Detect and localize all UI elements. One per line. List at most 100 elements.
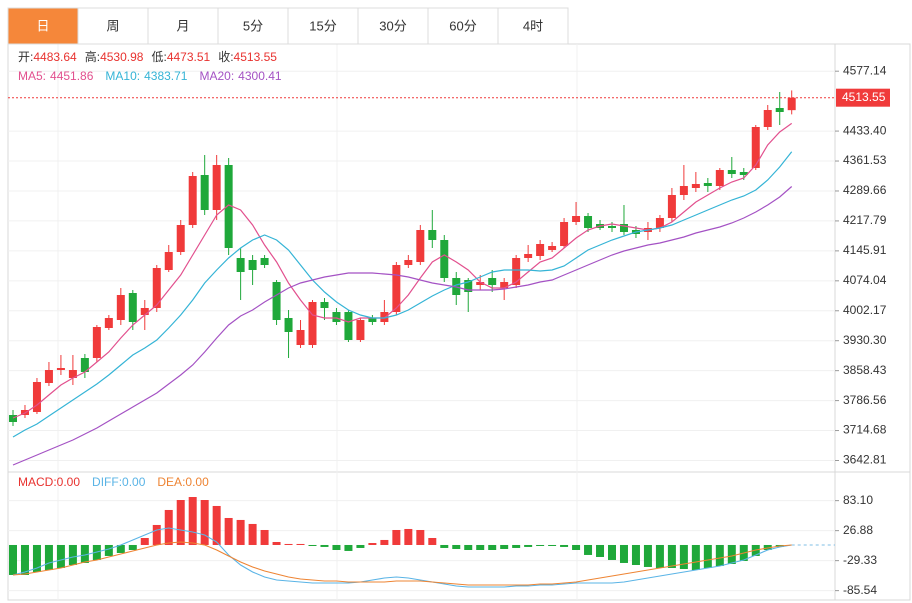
macd-bar [619,544,628,563]
macd-bar [631,544,640,565]
candle-body [775,108,784,112]
candle-body [92,327,101,358]
ohlc-label: 开: [18,50,33,64]
macd-bar [368,543,377,545]
macd-bar [560,544,569,547]
tab[interactable]: 30分 [357,7,429,45]
legend-name: MA20: [199,69,234,83]
macd-bar [584,544,593,555]
candle-body [80,358,89,372]
candle-body [787,97,796,111]
macd-bar [248,523,257,545]
macd-bar [727,544,736,564]
macd-bar [128,544,137,551]
macd-bar [655,544,664,568]
candle-body [476,282,485,285]
candle-body [524,254,533,258]
last-price-box [836,88,890,107]
legend-name: DIFF: [92,475,122,489]
macd-bar [296,543,305,545]
tab-bg[interactable] [217,7,289,45]
candle-body [667,195,676,218]
macd-bar [68,544,77,565]
candle-body [548,246,557,250]
candle-body [260,258,269,265]
macd-bar [44,544,53,571]
tab[interactable]: 周 [77,7,149,45]
candle-body [9,415,17,422]
candle-body [500,282,509,288]
legend-name: MA10: [105,69,140,83]
y-tick-label: 3858.43 [843,363,887,377]
legend-value: 0.00 [57,475,81,489]
tab-bg[interactable] [497,7,569,45]
ohlc-info: 开:4483.64 高:4530.98 低:4473.51 收:4513.55 [18,49,277,64]
tab-label[interactable]: 周 [106,18,119,33]
macd-bar [344,544,353,551]
candle-body [104,318,113,328]
y-tick-label: 26.88 [843,523,873,537]
candle-body [140,308,149,315]
candle-body [356,320,365,340]
macd-bar [679,544,688,569]
tab-label[interactable]: 4时 [523,18,543,33]
candle-body [308,302,317,345]
macd-bar [260,529,269,545]
candle-body [56,368,65,370]
candle-body [619,224,628,232]
tab-bg[interactable] [287,7,359,45]
candle-body [763,110,772,127]
candle-body [236,258,245,272]
macd-bar [476,544,485,551]
tab[interactable]: 日 [7,7,79,45]
candle-body [32,382,41,412]
macd-bar [464,544,473,551]
y-tick-label: -85.54 [843,583,877,597]
candle-body [416,230,425,262]
tab-bg[interactable] [147,7,219,45]
macd-bar [140,537,149,545]
ma-line [12,151,793,438]
candle-body [512,258,521,285]
candle-body [248,260,257,270]
y-tick-label: 3786.56 [843,393,887,407]
macd-bar [512,544,521,548]
macd-bar [9,544,17,575]
legend-value: 0.00 [185,475,209,489]
candle-body [428,230,437,240]
tab[interactable]: 15分 [287,7,359,45]
tab-label[interactable]: 月 [176,18,189,33]
tab[interactable]: 4时 [497,7,569,45]
macd-bar [56,544,65,568]
macd-bar [440,544,449,548]
candle-body [164,252,173,270]
macd-bar [224,517,233,545]
tab[interactable]: 5分 [217,7,289,45]
tab[interactable]: 60分 [427,7,499,45]
macd-bar [703,544,712,568]
candle-body [572,216,581,222]
tab-label[interactable]: 日 [36,18,49,33]
tab-bg[interactable] [427,7,499,45]
tab-label[interactable]: 5分 [243,18,263,33]
ohlc-label: 收: [218,50,233,64]
y-tick-label: 83.10 [843,493,873,507]
macd-bar [392,529,401,545]
tab-bg[interactable] [357,7,429,45]
candle-body [344,312,353,340]
candle-body [715,170,724,186]
tab-label[interactable]: 15分 [309,18,336,33]
candle-body [691,184,700,188]
macd-bar [500,544,509,549]
tab-bg[interactable] [77,7,149,45]
macd-line [12,527,792,588]
candle-body [464,280,473,292]
tab-label[interactable]: 30分 [379,18,406,33]
macd-bar [176,500,185,545]
tab[interactable]: 月 [147,7,219,45]
tab-label[interactable]: 60分 [449,18,476,33]
last-price-label: 4513.55 [842,90,886,104]
candle-body [332,312,341,322]
tab-bg[interactable] [7,7,79,45]
